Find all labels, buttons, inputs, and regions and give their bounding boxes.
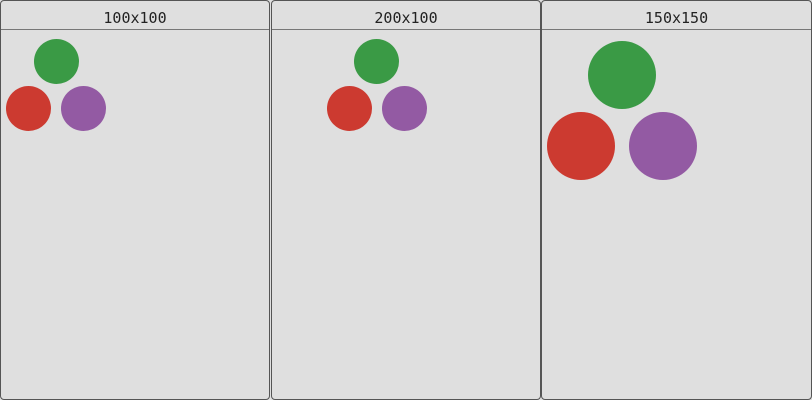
- green-circle: [354, 39, 399, 84]
- red-circle: [547, 112, 615, 180]
- panel-200x100: 200x100: [271, 0, 541, 400]
- panel-100x100: 100x100: [0, 0, 270, 400]
- panel-150x150: 150x150: [541, 0, 812, 400]
- red-circle: [6, 86, 51, 131]
- purple-circle: [629, 112, 697, 180]
- green-circle: [588, 41, 656, 109]
- panel-title: 100x100: [1, 1, 269, 30]
- red-circle: [327, 86, 372, 131]
- purple-circle: [61, 86, 106, 131]
- panel-title: 200x100: [272, 1, 540, 30]
- panel-title: 150x150: [542, 1, 811, 30]
- purple-circle: [382, 86, 427, 131]
- green-circle: [34, 39, 79, 84]
